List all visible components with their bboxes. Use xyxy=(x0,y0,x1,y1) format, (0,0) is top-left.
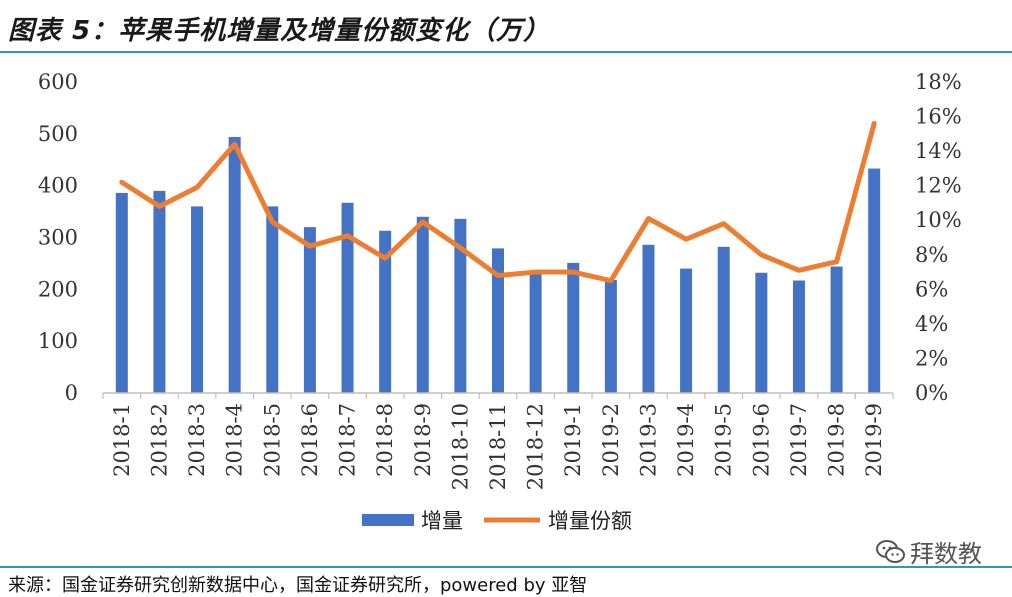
left-tick-label: 300 xyxy=(38,226,78,250)
right-tick-label: 10% xyxy=(915,208,962,232)
bar xyxy=(529,273,542,393)
right-axis-ticks: 0% 2% 4% 6% 8% 10% 12% 14% 16% 18% xyxy=(915,70,962,405)
x-tick-label: 2018-2 xyxy=(147,403,171,477)
share-line-series xyxy=(119,120,877,284)
x-tick-label: 2019-7 xyxy=(787,403,811,477)
bar xyxy=(830,266,843,393)
x-tick-label: 2019-6 xyxy=(749,403,773,477)
x-tick-label: 2018-9 xyxy=(411,403,435,477)
x-tick-label: 2018-5 xyxy=(260,403,284,477)
x-axis-ticks: 2018-1 2018-2 2018-3 2018-4 2018-5 2018-6 2018… xyxy=(102,393,894,490)
bar-series xyxy=(115,136,881,393)
bar xyxy=(416,216,429,393)
x-tick-label: 2018-1 xyxy=(110,403,134,477)
title-divider xyxy=(0,51,1012,53)
bar xyxy=(604,280,617,393)
left-tick-label: 100 xyxy=(38,329,78,353)
x-tick-label: 2019-3 xyxy=(636,403,660,477)
bar xyxy=(868,168,881,393)
left-axis-ticks: 0 100 200 300 400 500 600 xyxy=(38,70,78,405)
bar xyxy=(567,262,580,393)
watermark: 拜数教 xyxy=(876,534,982,569)
right-tick-label: 16% xyxy=(915,105,962,129)
combo-chart: 0 100 200 300 400 500 600 0% 2% 4% 6% 8% 10% 12% 14% 1… xyxy=(38,70,962,533)
source-note: 来源：国金证券研究创新数据中心，国金证券研究所，powered by 亚智 xyxy=(8,575,588,596)
right-tick-label: 2% xyxy=(915,346,948,370)
bar xyxy=(680,268,693,393)
left-tick-label: 200 xyxy=(38,277,78,301)
legend-bar-label: 增量 xyxy=(421,509,463,533)
bar xyxy=(115,192,128,393)
bar xyxy=(379,230,392,393)
left-tick-label: 600 xyxy=(38,70,78,94)
right-tick-label: 0% xyxy=(915,381,948,405)
bar xyxy=(153,190,166,393)
legend-bar-swatch xyxy=(362,514,414,526)
source-divider xyxy=(0,566,1012,568)
right-tick-label: 14% xyxy=(915,139,962,163)
bar xyxy=(341,202,354,393)
x-tick-label: 2019-1 xyxy=(561,403,585,477)
right-tick-label: 12% xyxy=(915,174,962,198)
left-tick-label: 0 xyxy=(65,381,78,405)
left-tick-label: 500 xyxy=(38,122,78,146)
watermark-text: 拜数教 xyxy=(910,540,982,568)
x-tick-label: 2019-2 xyxy=(599,403,623,477)
x-tick-label: 2018-6 xyxy=(298,403,322,477)
right-tick-label: 6% xyxy=(915,277,948,301)
x-tick-label: 2019-4 xyxy=(674,403,698,477)
right-tick-label: 4% xyxy=(915,312,948,336)
bar xyxy=(792,280,805,393)
bar xyxy=(228,136,241,393)
bar xyxy=(642,244,655,393)
bar xyxy=(492,248,504,393)
bar xyxy=(191,206,204,393)
legend-line-label: 增量份额 xyxy=(548,509,632,533)
x-tick-label: 2018-12 xyxy=(524,403,548,490)
x-tick-label: 2019-5 xyxy=(712,403,736,477)
bar xyxy=(303,227,316,393)
x-tick-label: 2018-3 xyxy=(185,403,209,477)
x-tick-label: 2019-9 xyxy=(862,403,886,477)
right-tick-label: 8% xyxy=(915,243,948,267)
left-tick-label: 400 xyxy=(38,174,78,198)
x-tick-label: 2018-11 xyxy=(486,403,510,490)
bar xyxy=(266,206,279,393)
bar xyxy=(454,218,467,393)
wechat-icon xyxy=(876,539,905,563)
x-tick-label: 2018-4 xyxy=(223,403,247,477)
bar xyxy=(755,272,768,393)
x-tick-label: 2018-7 xyxy=(336,403,360,477)
chart-title: 图表 5：苹果手机增量及增量份额变化（万） xyxy=(8,16,551,46)
right-tick-label: 18% xyxy=(915,70,962,94)
bar xyxy=(717,246,730,393)
x-tick-label: 2018-8 xyxy=(373,403,397,477)
x-tick-label: 2019-8 xyxy=(825,403,849,477)
x-tick-label: 2018-10 xyxy=(448,403,472,490)
legend: 增量 增量份额 xyxy=(362,509,632,533)
